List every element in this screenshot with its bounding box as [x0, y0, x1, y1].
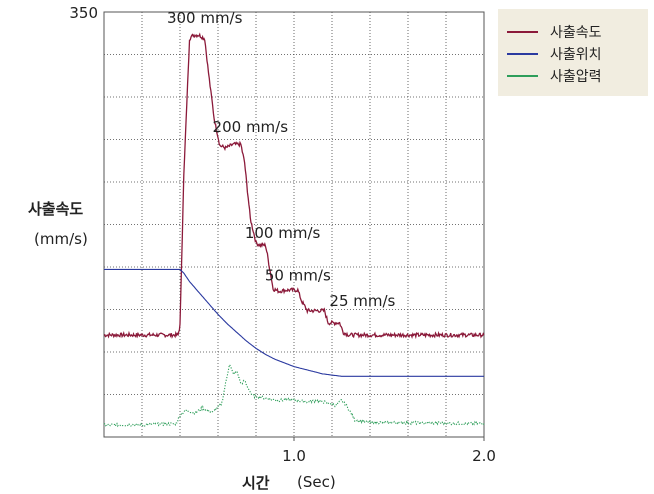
grid-layer [104, 12, 484, 437]
tick-layer: 1.0 2.0 350 [69, 4, 496, 465]
legend-box [498, 9, 648, 96]
x-tick-label: 2.0 [472, 447, 496, 465]
legend-label: 사출압력 [550, 69, 602, 85]
speed-annotation: 100 mm/s [245, 224, 321, 242]
y-axis-unit: (mm/s) [34, 230, 88, 248]
y-tick-label: 350 [69, 4, 98, 22]
speed-annotation: 200 mm/s [213, 118, 289, 136]
series-line-2 [104, 268, 484, 377]
x-axis-unit: (Sec) [297, 473, 336, 491]
x-axis-title: 시간 [242, 474, 270, 492]
series-line-3 [103, 363, 485, 428]
legend-label: 사출위치 [550, 47, 602, 63]
speed-annotation: 300 mm/s [167, 9, 243, 27]
annotation-layer: 300 mm/s 200 mm/s 100 mm/s 50 mm/s 25 mm/s [167, 9, 396, 310]
series-layer [103, 32, 485, 428]
legend-label: 사출속도 [550, 25, 602, 41]
series-line-1 [103, 32, 485, 340]
x-tick-label: 1.0 [282, 447, 306, 465]
speed-annotation: 25 mm/s [329, 292, 395, 310]
y-axis-title: 사출속도 [28, 200, 83, 218]
speed-annotation: 50 mm/s [265, 266, 331, 284]
